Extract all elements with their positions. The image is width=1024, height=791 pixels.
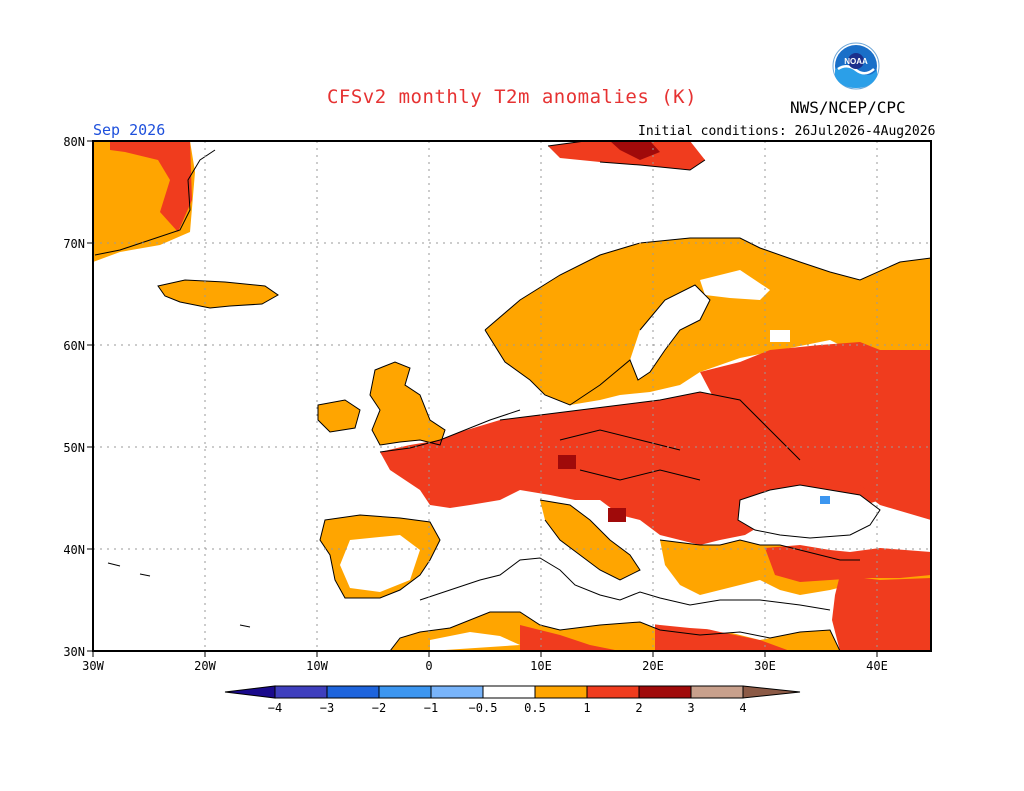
colorbar-above-4 — [742, 685, 801, 699]
lon-label-30w: 30W — [82, 659, 104, 673]
lat-label-50n: 50N — [63, 441, 85, 455]
initial-conditions-label: Initial conditions: 26Jul2026-4Aug2026 — [638, 124, 936, 139]
lon-label-20w: 20W — [194, 659, 216, 673]
mediterranean-sea — [420, 558, 830, 640]
svg-text:NOAA: NOAA — [844, 57, 868, 66]
agency-label: NWS/NCEP/CPC — [790, 98, 906, 117]
colorbar — [224, 685, 801, 699]
colorbar-label: −0.5 — [469, 701, 498, 715]
lon-label-10w: 10W — [306, 659, 328, 673]
colorbar-minus4-minus3 — [274, 685, 328, 699]
colorbar-label: 3 — [687, 701, 694, 715]
greenland-anomaly — [93, 141, 195, 262]
lat-label-30n: 30N — [63, 645, 85, 659]
lon-label-0: 0 — [425, 659, 432, 673]
colorbar-below-minus4 — [224, 685, 276, 699]
lon-label-40e: 40E — [866, 659, 888, 673]
russia-anomaly — [700, 342, 931, 520]
lat-label-80n: 80N — [63, 135, 85, 149]
lat-label-70n: 70N — [63, 237, 85, 251]
colorbar-label: −2 — [372, 701, 386, 715]
colorbar-label: 2 — [635, 701, 642, 715]
colorbar-3-4 — [690, 685, 744, 699]
lon-label-20e: 20E — [642, 659, 664, 673]
anomaly-shading — [93, 141, 931, 651]
scandinavia-anomaly — [485, 238, 931, 405]
svalbard-anomaly — [548, 141, 705, 170]
colorbar-label: 0.5 — [524, 701, 546, 715]
black-sea — [738, 485, 880, 538]
colorbar-label: −1 — [424, 701, 438, 715]
gridlines — [93, 141, 931, 651]
lat-label-60n: 60N — [63, 339, 85, 353]
colorbar-neutral — [482, 685, 536, 699]
colorbar-label: 1 — [583, 701, 590, 715]
colorbar-2-3 — [638, 685, 692, 699]
colorbar-1-2 — [586, 685, 640, 699]
map-frame — [92, 140, 932, 652]
colorbar-label: −4 — [268, 701, 282, 715]
colorbar-label: 4 — [739, 701, 746, 715]
colorbar-minus3-minus2 — [326, 685, 380, 699]
british-isles-anomaly — [370, 362, 445, 445]
valid-month-label: Sep 2026 — [93, 121, 166, 139]
colorbar-05-1 — [534, 685, 588, 699]
middle-east-anomaly — [832, 575, 931, 651]
noaa-logo-icon: NOAA — [832, 42, 880, 90]
axis-ticks — [87, 140, 878, 657]
colorbar-minus2-minus1 — [378, 685, 432, 699]
map-title: CFSv2 monthly T2m anomalies (K) — [326, 86, 698, 108]
lat-label-40n: 40N — [63, 543, 85, 557]
iceland-anomaly — [158, 280, 278, 308]
colorbar-minus1-minus05 — [430, 685, 484, 699]
colorbar-label: −3 — [320, 701, 334, 715]
lon-label-30e: 30E — [754, 659, 776, 673]
coastlines — [94, 141, 931, 651]
lon-label-10e: 10E — [530, 659, 552, 673]
